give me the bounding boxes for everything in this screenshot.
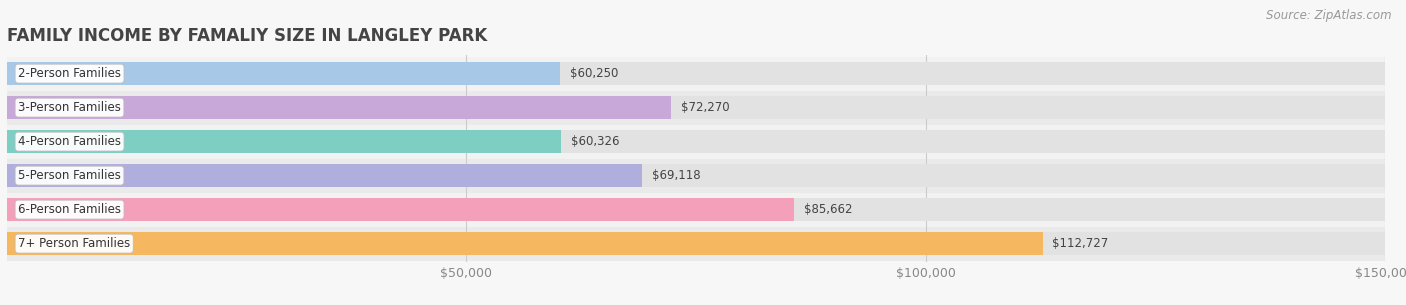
Text: 7+ Person Families: 7+ Person Families: [18, 237, 131, 250]
Text: $112,727: $112,727: [1052, 237, 1108, 250]
Bar: [7, 130, 1385, 153]
Text: $60,326: $60,326: [571, 135, 619, 148]
Bar: [7, 198, 794, 221]
Text: $60,250: $60,250: [569, 67, 619, 80]
Text: $85,662: $85,662: [804, 203, 852, 216]
Text: 4-Person Families: 4-Person Families: [18, 135, 121, 148]
Bar: [7, 232, 1385, 255]
Text: Source: ZipAtlas.com: Source: ZipAtlas.com: [1267, 9, 1392, 22]
Text: 6-Person Families: 6-Person Families: [18, 203, 121, 216]
Bar: [7, 232, 1042, 255]
Bar: [7, 62, 1385, 85]
Text: FAMILY INCOME BY FAMALIY SIZE IN LANGLEY PARK: FAMILY INCOME BY FAMALIY SIZE IN LANGLEY…: [7, 27, 488, 45]
Bar: [7, 130, 561, 153]
Text: 5-Person Families: 5-Person Families: [18, 169, 121, 182]
Text: 3-Person Families: 3-Person Families: [18, 101, 121, 114]
Bar: [7, 125, 1385, 159]
Bar: [7, 227, 1385, 260]
Text: 2-Person Families: 2-Person Families: [18, 67, 121, 80]
Bar: [7, 164, 643, 187]
Bar: [7, 192, 1385, 227]
Bar: [7, 57, 1385, 91]
Bar: [7, 62, 561, 85]
Bar: [7, 159, 1385, 192]
Bar: [7, 198, 1385, 221]
Text: $69,118: $69,118: [651, 169, 700, 182]
Text: $72,270: $72,270: [681, 101, 730, 114]
Bar: [7, 96, 1385, 119]
Bar: [7, 91, 1385, 125]
Bar: [7, 164, 1385, 187]
Bar: [7, 96, 671, 119]
